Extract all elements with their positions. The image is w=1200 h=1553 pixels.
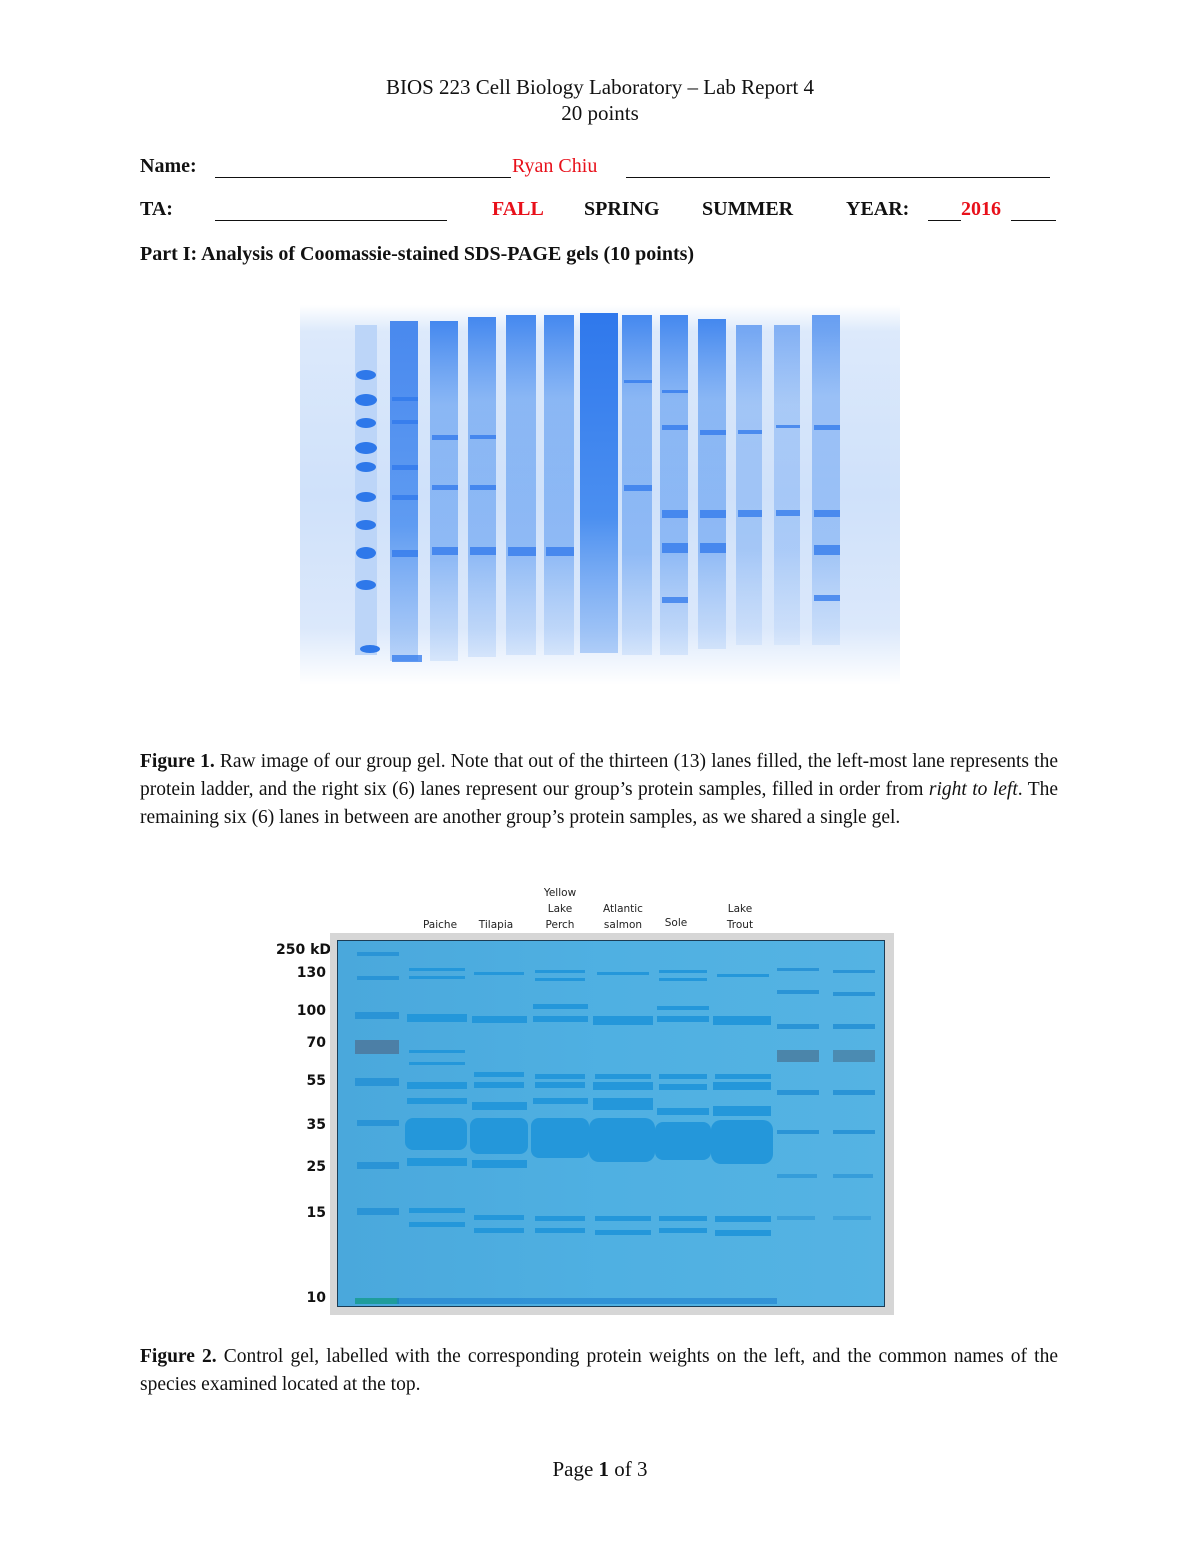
ta-field[interactable]: [215, 220, 447, 221]
term-fall[interactable]: FALL: [492, 198, 544, 220]
figure1-caption: Figure 1. Raw image of our group gel. No…: [140, 748, 1058, 832]
lane-label-sole: Sole: [664, 917, 688, 929]
figure1-gel-image: [300, 285, 900, 725]
year-value[interactable]: 2016: [961, 198, 1001, 220]
mw-marker-25: 25: [306, 1159, 326, 1175]
year-underline-right: [1011, 220, 1056, 221]
term-summer[interactable]: SUMMER: [702, 198, 794, 220]
mw-marker-10: 10: [306, 1290, 326, 1306]
year-underline-left: [928, 220, 961, 221]
lane-label-tilapia: Tilapia: [478, 919, 514, 931]
mw-marker-55: 55: [306, 1073, 326, 1089]
document-points: 20 points: [561, 101, 639, 125]
ta-label: TA:: [140, 198, 173, 220]
page-current: 1: [598, 1457, 610, 1481]
mw-marker-100: 100: [296, 1003, 326, 1019]
figure1-caption-text-a: Raw image of our group gel. Note that ou…: [140, 751, 1058, 800]
figure1-label: Figure 1.: [140, 751, 215, 772]
mw-marker-130: 130: [296, 965, 326, 981]
term-spring[interactable]: SPRING: [584, 198, 660, 220]
part1-heading: Part I: Analysis of Coomassie-stained SD…: [140, 243, 695, 265]
mw-marker-70: 70: [306, 1035, 326, 1051]
mw-marker-35: 35: [306, 1117, 326, 1133]
name-value[interactable]: Ryan Chiu: [512, 155, 598, 177]
figure2-label: Figure 2.: [140, 1346, 217, 1367]
mw-marker-250: 250 kD: [276, 942, 332, 958]
name-underline-left: [215, 177, 511, 178]
document-title: BIOS 223 Cell Biology Laboratory – Lab R…: [385, 75, 815, 99]
figure2-gel-image: [336, 939, 886, 1308]
figure2-caption-text: Control gel, labelled with the correspon…: [140, 1346, 1058, 1395]
figure2-caption: Figure 2. Control gel, labelled with the…: [140, 1343, 1058, 1399]
figure1-caption-text-b: . The remaining six (6) lanes in between…: [140, 779, 1059, 828]
lane-label-yellow-lake-perch: Yellow Lake Perch: [543, 887, 577, 931]
figure1-caption-italic: right to left: [928, 779, 1018, 800]
page-total: 3: [637, 1457, 648, 1481]
name-underline-right: [626, 177, 1050, 178]
lane-label-paiche: Paiche: [422, 919, 458, 931]
lane-label-lake-trout: Lake Trout: [726, 903, 754, 931]
name-label: Name:: [140, 155, 197, 177]
year-label: YEAR:: [846, 198, 910, 220]
page-number: Page 1 of 3: [552, 1457, 648, 1481]
lane-label-atlantic-salmon: Atlantic salmon: [603, 903, 643, 931]
mw-marker-15: 15: [306, 1205, 326, 1221]
